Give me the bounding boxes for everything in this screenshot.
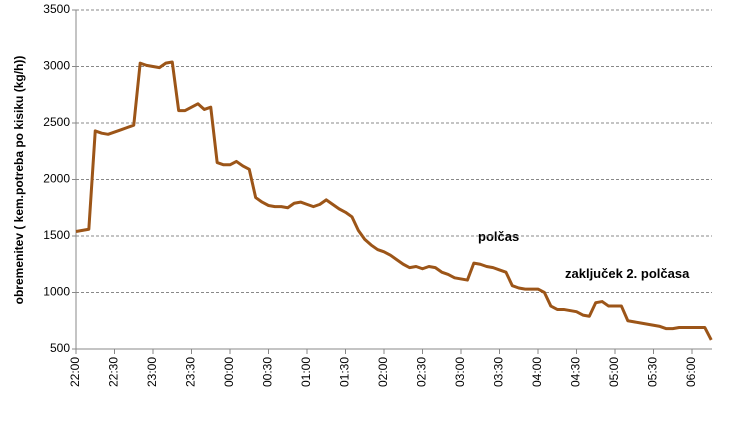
x-tick-label: 05:00 — [607, 357, 621, 387]
x-tick-label: 04:00 — [530, 357, 544, 387]
x-tick-label: 02:30 — [415, 357, 429, 387]
y-tick-label: 2000 — [43, 172, 70, 186]
x-tick-label: 22:30 — [107, 357, 121, 387]
y-axis-label: obremenitev ( kem.potreba po kisiku (kg/… — [12, 56, 26, 305]
x-tick-label: 23:00 — [145, 357, 159, 387]
x-tick-label: 03:30 — [492, 357, 506, 387]
y-tick-label: 3000 — [43, 59, 70, 73]
x-tick-label: 05:30 — [646, 357, 660, 387]
x-tick-label: 02:00 — [376, 357, 390, 387]
x-tick-label: 01:00 — [299, 357, 313, 387]
annotation: zaključek 2. polčasa — [565, 266, 690, 281]
x-tick-label: 03:00 — [453, 357, 467, 387]
data-line — [75, 60, 713, 341]
x-tick-label: 04:30 — [569, 357, 583, 387]
x-tick-label: 01:30 — [338, 357, 352, 387]
x-tick-label: 00:00 — [222, 357, 236, 387]
y-tick-label: 3500 — [43, 2, 70, 16]
y-tick-label: 2500 — [43, 115, 70, 129]
y-tick-label: 1500 — [43, 228, 70, 242]
x-tick-label: 00:30 — [261, 357, 275, 387]
x-tick-label: 22:00 — [68, 357, 82, 387]
y-tick-label: 1000 — [43, 285, 70, 299]
x-tick-label: 06:00 — [684, 357, 698, 387]
x-tick-label: 23:30 — [184, 357, 198, 387]
y-tick-label: 500 — [50, 341, 70, 355]
